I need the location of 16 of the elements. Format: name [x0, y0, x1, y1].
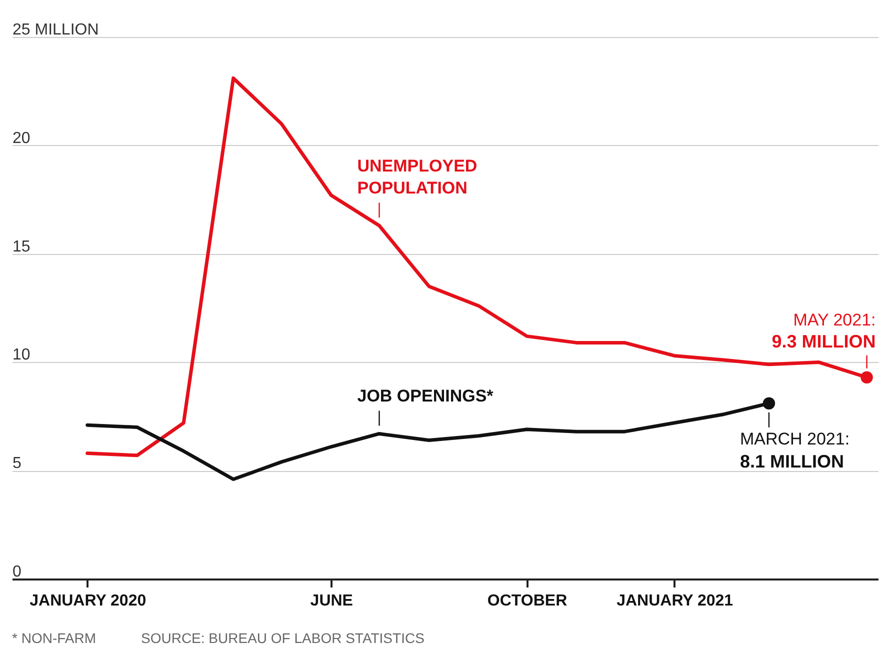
- x-tick-label: JANUARY 2021: [616, 592, 734, 610]
- y-tick-label: 5: [12, 455, 22, 472]
- x-tick-label: JANUARY 2020: [30, 592, 146, 610]
- x-tick-label: OCTOBER: [487, 592, 568, 610]
- y-tick-label: 25 MILLION: [12, 22, 99, 38]
- annotation: MAY 2021: 9.3 MILLION: [772, 310, 876, 352]
- y-tick-label: 0: [12, 564, 22, 580]
- x-tick-label: JUNE: [310, 592, 354, 610]
- source-note: SOURCE: BUREAU OF LABOR STATISTICS: [141, 630, 424, 646]
- text: * NON-FARM: [12, 630, 96, 646]
- y-tick-label: 20: [12, 130, 30, 147]
- y-tick-label: 15: [12, 238, 30, 256]
- y-tick-label: 10: [12, 346, 30, 364]
- annotation: MARCH 2021: 8.1 MILLION: [740, 429, 850, 472]
- series-label: UNEMPLOYED POPULATION: [357, 156, 478, 198]
- series-label: JOB OPENINGS*: [357, 386, 494, 406]
